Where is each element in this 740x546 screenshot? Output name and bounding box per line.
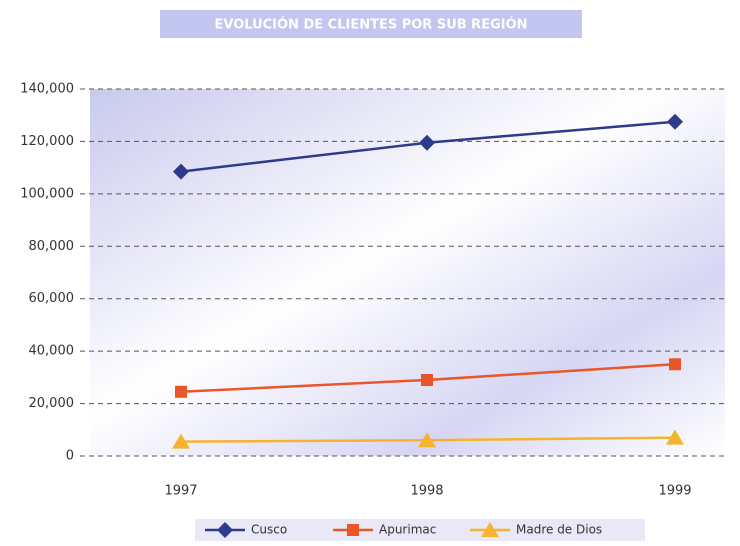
data-point [418,432,436,448]
legend-label: Apurimac [379,523,436,537]
y-tick-label: 100,000 [20,186,74,201]
x-tick-label: 1998 [410,484,443,499]
y-tick-label: 120,000 [20,134,74,149]
data-point [173,163,189,180]
plot-background [90,89,725,456]
data-point [669,358,681,371]
legend-label: Madre de Dios [516,523,602,537]
data-point [421,373,433,386]
data-point [172,433,190,449]
y-tick-label: 0 [66,449,74,464]
legend-label: Cusco [251,523,287,537]
legend-box [195,519,645,541]
legend-marker [347,524,359,536]
data-point [175,385,187,398]
chart-title: EVOLUCIÓN DE CLIENTES POR SUB REGIÓN [214,17,527,33]
data-point [666,429,684,445]
legend-marker [481,522,499,537]
legend-marker [217,522,233,538]
y-tick-label: 20,000 [29,396,75,411]
title-box [160,10,582,38]
data-point [667,113,683,130]
data-point [419,134,435,151]
y-tick-label: 140,000 [20,82,74,97]
y-tick-label: 60,000 [29,291,75,306]
x-tick-label: 1997 [164,484,197,499]
y-tick-label: 40,000 [29,344,75,359]
y-tick-label: 80,000 [29,239,75,254]
x-tick-label: 1999 [658,484,691,499]
